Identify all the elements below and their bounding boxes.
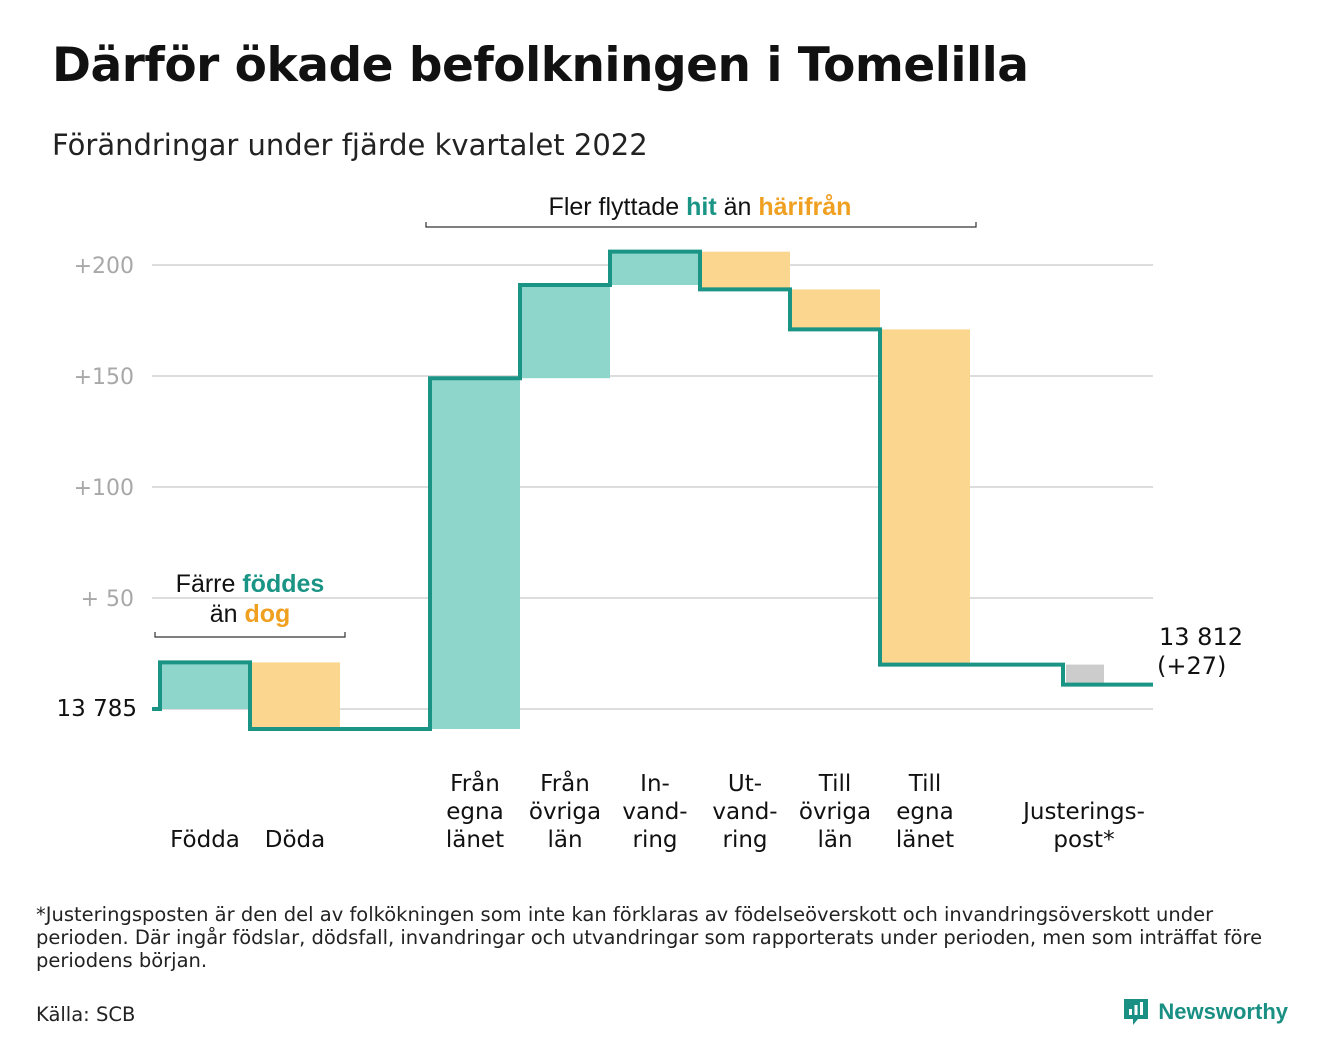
- category-label: egna: [896, 799, 953, 825]
- bar-decrease: [250, 662, 340, 729]
- chart-title: Därför ökade befolkningen i Tomelilla: [52, 38, 1029, 93]
- y-axis-ticks: + 50 +100 +150 +200: [74, 254, 134, 612]
- bar-increase: [520, 284, 610, 379]
- category-label: övriga: [529, 799, 601, 825]
- category-label: In-: [640, 771, 670, 797]
- category-label: Till: [908, 771, 942, 797]
- bar-adjustment: [1066, 664, 1104, 685]
- y-tick-label: +150: [74, 365, 134, 390]
- category-label: post*: [1053, 827, 1114, 853]
- bar-decrease: [700, 251, 790, 290]
- category-label: Födda: [170, 827, 240, 853]
- migration-bracket: [425, 222, 977, 228]
- bar-increase: [430, 378, 520, 729]
- category-label: ring: [722, 827, 767, 853]
- annotation-text: Fler flyttade: [549, 193, 687, 221]
- svg-text:än dog: än dog: [210, 600, 291, 628]
- migration-annotation: Fler flyttade hit än härifrån: [425, 193, 977, 228]
- annotation-text: än: [717, 193, 759, 221]
- category-label: egna: [446, 799, 503, 825]
- category-label: Justerings-: [1021, 799, 1145, 825]
- category-label: länet: [896, 827, 954, 853]
- waterfall-chart: + 50+100+150+200 Födda DödaFrånegnalänetF…: [57, 193, 1243, 853]
- category-label: övriga: [799, 799, 871, 825]
- y-tick-label: +200: [74, 254, 134, 279]
- category-label: Från: [540, 769, 590, 797]
- bar-increase: [160, 662, 250, 709]
- gridlines: [152, 264, 1153, 710]
- annotation-highlight-died: dog: [244, 600, 290, 628]
- category-label: Till: [818, 771, 852, 797]
- svg-text:Fler flyttade hit än härifrån: Fler flyttade hit än härifrån: [549, 193, 852, 221]
- source-label: Källa: SCB: [36, 1003, 136, 1026]
- y-tick-label: +100: [74, 476, 134, 501]
- svg-text:Färre föddes: Färre föddes: [176, 570, 325, 598]
- cumulative-step-line: [152, 249, 1153, 731]
- category-label: Döda: [265, 827, 325, 853]
- newsworthy-logo-icon: [1124, 999, 1149, 1025]
- end-change-label: (+27): [1157, 652, 1226, 680]
- start-value-label: 13 785: [57, 696, 137, 722]
- annotation-highlight-from: härifrån: [758, 193, 851, 221]
- category-label: Från: [450, 769, 500, 797]
- category-label: ring: [632, 827, 677, 853]
- births-annotation: Färre föddes än dog: [154, 570, 346, 638]
- category-label: län: [817, 827, 852, 853]
- cumulative-line: [152, 249, 1153, 731]
- y-tick-label: + 50: [81, 587, 134, 612]
- annotation-highlight-born: föddes: [242, 570, 324, 598]
- bar-decrease: [880, 329, 970, 665]
- category-labels: Födda DödaFrånegnalänetFrånövrigalänIn-va…: [170, 769, 1145, 853]
- footnote: *Justeringsposten är den del av folkökni…: [36, 903, 1263, 972]
- annotation-text: Färre: [176, 570, 243, 598]
- chart-subtitle: Förändringar under fjärde kvartalet 2022: [52, 128, 648, 162]
- annotation-highlight-hit: hit: [686, 193, 717, 221]
- bar-increase: [610, 251, 700, 285]
- bars: [160, 251, 1104, 729]
- end-value-label: 13 812: [1159, 623, 1243, 651]
- category-label: länet: [446, 827, 504, 853]
- brand-logo: Newsworthy: [1122, 997, 1288, 1027]
- births-bracket: [154, 632, 346, 638]
- category-label: vand-: [622, 799, 687, 825]
- category-label: vand-: [712, 799, 777, 825]
- category-label: län: [547, 827, 582, 853]
- brand-name: Newsworthy: [1158, 999, 1288, 1024]
- bar-decrease: [790, 289, 880, 330]
- category-label: Ut-: [728, 771, 762, 797]
- annotation-text: än: [210, 600, 245, 628]
